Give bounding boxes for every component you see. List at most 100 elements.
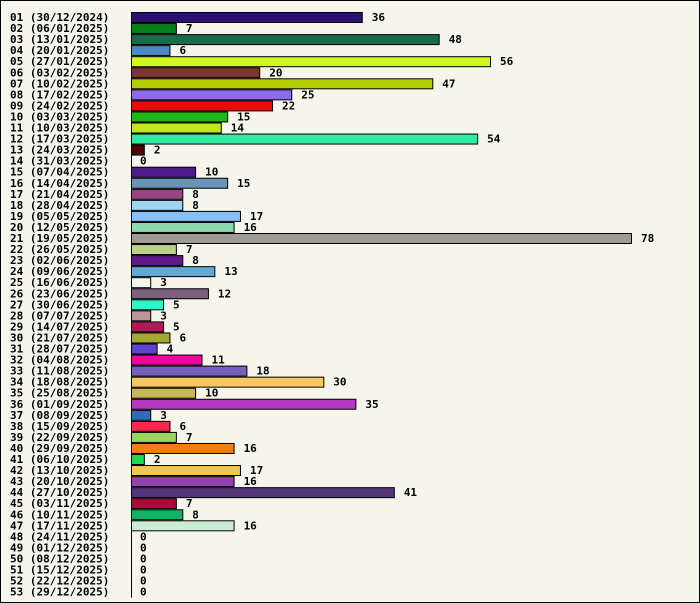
category-label: 46 (10/11/2025) [10, 508, 109, 521]
bar [131, 34, 440, 46]
category-label: 04 (20/01/2025) [10, 44, 109, 57]
bar [131, 387, 197, 399]
value-label: 5 [173, 298, 180, 311]
category-label: 44 (27/10/2025) [10, 486, 109, 499]
bar [131, 476, 235, 488]
value-label: 7 [186, 431, 193, 444]
value-label: 6 [179, 420, 186, 433]
category-label: 01 (30/12/2024) [10, 11, 109, 24]
category-label: 28 (07/07/2025) [10, 309, 109, 322]
category-label: 15 (07/04/2025) [10, 166, 109, 179]
category-label: 18 (28/04/2025) [10, 199, 109, 212]
bar [131, 465, 241, 477]
value-label: 13 [224, 265, 237, 278]
value-label: 20 [269, 66, 282, 79]
bar [131, 244, 177, 256]
category-label: 40 (29/09/2025) [10, 442, 109, 455]
bar [131, 277, 152, 289]
category-label: 52 (22/12/2025) [10, 575, 109, 588]
value-label: 0 [140, 530, 147, 543]
value-label: 8 [192, 188, 199, 201]
category-label: 33 (11/08/2025) [10, 365, 109, 378]
category-label: 24 (09/06/2025) [10, 265, 109, 278]
bar [131, 144, 145, 156]
category-label: 35 (25/08/2025) [10, 387, 109, 400]
bar [131, 210, 241, 222]
value-label: 17 [250, 210, 263, 223]
bar [131, 266, 216, 278]
category-label: 08 (17/02/2025) [10, 88, 109, 101]
category-label: 16 (14/04/2025) [10, 177, 109, 190]
bar [131, 89, 293, 101]
category-label: 10 (03/03/2025) [10, 110, 109, 123]
value-label: 2 [154, 144, 161, 157]
bar [131, 166, 197, 178]
category-label: 32 (04/08/2025) [10, 354, 109, 367]
value-label: 12 [218, 287, 231, 300]
category-label: 27 (30/06/2025) [10, 298, 109, 311]
category-label: 22 (26/05/2025) [10, 243, 109, 256]
category-label: 53 (29/12/2025) [10, 586, 109, 599]
category-label: 30 (21/07/2025) [10, 331, 109, 344]
category-label: 17 (21/04/2025) [10, 188, 109, 201]
bar [131, 487, 395, 499]
value-label: 15 [237, 110, 250, 123]
bar [131, 188, 184, 200]
category-label: 50 (08/12/2025) [10, 552, 109, 565]
value-label: 18 [256, 365, 269, 378]
category-label: 02 (06/01/2025) [10, 22, 109, 35]
category-label: 14 (31/03/2025) [10, 155, 109, 168]
category-label: 13 (24/03/2025) [10, 144, 109, 157]
value-label: 16 [244, 221, 258, 234]
value-label: 56 [500, 55, 514, 68]
value-label: 8 [192, 508, 199, 521]
category-label: 26 (23/06/2025) [10, 287, 109, 300]
value-label: 30 [333, 376, 346, 389]
bar [131, 199, 184, 211]
bar [131, 78, 434, 90]
bar [131, 56, 491, 68]
bar [131, 233, 632, 244]
value-label: 25 [301, 88, 314, 101]
value-label: 16 [244, 442, 258, 455]
bar [131, 133, 479, 145]
bar [131, 376, 325, 388]
bar [131, 454, 145, 465]
bar [131, 498, 177, 510]
category-label: 43 (20/10/2025) [10, 475, 109, 488]
category-label: 36 (01/09/2025) [10, 398, 109, 411]
bar [131, 509, 184, 521]
value-label: 47 [442, 77, 455, 90]
value-label: 5 [173, 320, 180, 333]
category-label: 23 (02/06/2025) [10, 254, 109, 267]
bar [131, 332, 171, 344]
value-label: 11 [212, 354, 226, 367]
category-label: 38 (15/09/2025) [10, 420, 109, 433]
value-label: 14 [231, 122, 245, 135]
category-label: 31 (28/07/2025) [10, 343, 109, 356]
category-label: 25 (16/06/2025) [10, 276, 109, 289]
category-label: 41 (06/10/2025) [10, 453, 109, 466]
bar [131, 111, 229, 123]
bar [131, 310, 152, 322]
value-label: 0 [140, 552, 147, 565]
category-label: 09 (24/02/2025) [10, 99, 109, 112]
value-label: 22 [282, 99, 295, 112]
value-label: 78 [641, 232, 654, 245]
value-label: 3 [160, 309, 167, 322]
bar [131, 398, 357, 410]
bar [131, 221, 235, 233]
bar [131, 67, 261, 79]
category-label: 45 (03/11/2025) [10, 497, 109, 510]
category-label: 42 (13/10/2025) [10, 464, 109, 477]
bar [131, 321, 165, 333]
value-label: 16 [244, 475, 258, 488]
category-label: 39 (22/09/2025) [10, 431, 109, 444]
value-label: 0 [140, 564, 147, 577]
value-label: 0 [140, 155, 147, 168]
value-label: 3 [160, 409, 167, 422]
value-label: 35 [365, 398, 378, 411]
bar [131, 409, 152, 421]
